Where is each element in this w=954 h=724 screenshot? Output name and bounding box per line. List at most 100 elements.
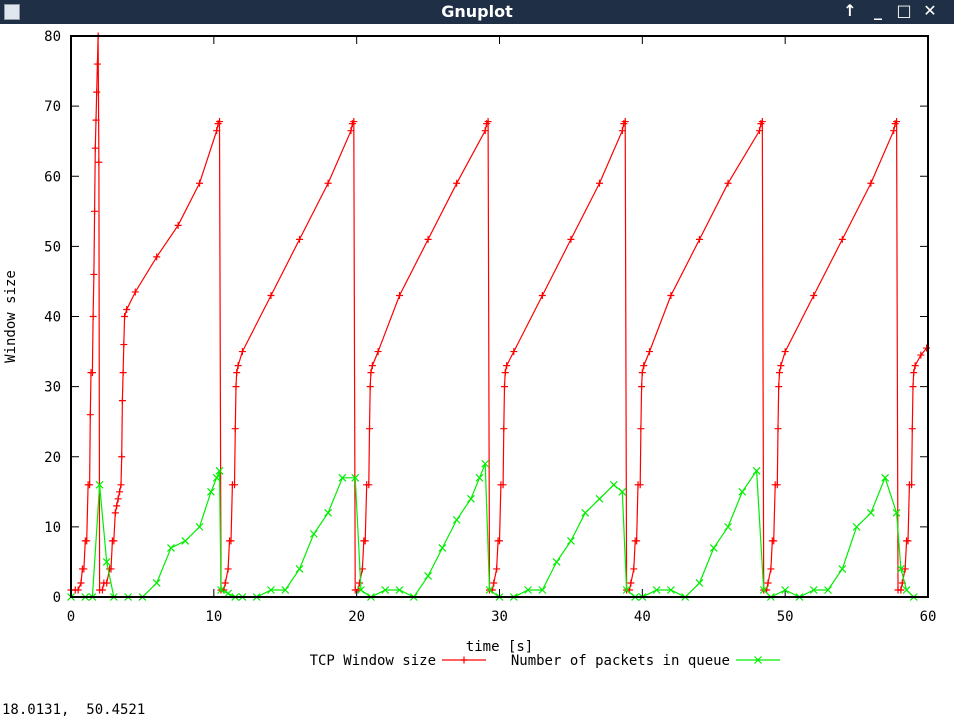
data-point-cross	[896, 565, 905, 573]
data-point-plus	[231, 481, 239, 489]
data-point-plus	[131, 288, 139, 296]
x-tick-label: 40	[634, 609, 651, 625]
data-point-plus	[83, 537, 91, 545]
y-tick-label: 0	[53, 590, 61, 606]
series-layer	[67, 32, 931, 601]
series-1	[67, 459, 918, 601]
data-point-plus	[74, 586, 82, 594]
data-point-cross	[759, 586, 768, 594]
data-point-cross	[452, 515, 461, 524]
raise-window-button[interactable]: ↑	[843, 1, 857, 20]
data-point-plus	[638, 369, 646, 377]
data-point-cross	[595, 494, 604, 503]
data-point-plus	[113, 502, 121, 510]
plot-canvas[interactable]: 0 10 20 30 40 50 60 0 10 20 30 40 50 60 70 80 time [s] …	[0, 24, 954, 700]
data-point-cross	[438, 543, 447, 552]
data-point-plus	[897, 586, 905, 594]
data-point-plus	[374, 348, 382, 356]
data-point-plus	[234, 362, 242, 370]
data-point-cross	[652, 586, 661, 594]
data-point-cross	[838, 565, 847, 573]
data-point-cross	[351, 473, 360, 482]
data-point-plus	[775, 383, 783, 391]
minimize-button[interactable]: _	[874, 1, 882, 20]
window-titlebar[interactable]: Gnuplot ↑ _ □ ✕	[0, 0, 954, 24]
data-point-plus	[296, 235, 304, 243]
data-point-plus	[117, 481, 125, 489]
data-point-cross	[618, 487, 627, 496]
data-point-plus	[618, 127, 626, 135]
data-point-plus	[227, 537, 235, 545]
data-point-cross	[357, 586, 365, 594]
data-point-cross	[709, 543, 718, 552]
x-tick-label: 60	[920, 609, 937, 625]
x-axis-label: time [s]	[466, 639, 533, 655]
data-point-plus	[501, 369, 509, 377]
y-tick-label: 40	[44, 310, 61, 326]
data-point-plus	[908, 425, 916, 433]
data-point-plus	[88, 369, 96, 377]
data-point-plus	[460, 656, 468, 664]
data-point-plus	[153, 253, 161, 261]
data-point-plus	[91, 207, 99, 215]
data-point-plus	[770, 537, 778, 545]
data-point-plus	[231, 425, 239, 433]
data-point-cross	[207, 487, 215, 496]
data-point-cross	[102, 558, 111, 566]
data-point-plus	[645, 348, 653, 356]
data-point-cross	[485, 586, 494, 594]
data-point-cross	[424, 572, 433, 580]
data-point-cross	[866, 508, 875, 517]
data-point-plus	[92, 116, 100, 124]
series-line	[71, 463, 915, 598]
data-point-cross	[902, 586, 911, 594]
data-point-cross	[167, 543, 175, 552]
data-point-plus	[120, 341, 128, 349]
data-point-cross	[295, 565, 304, 573]
data-point-plus	[118, 453, 126, 461]
data-point-plus	[95, 158, 103, 166]
data-point-plus	[595, 179, 603, 187]
data-point-cross	[724, 522, 732, 531]
data-point-cross	[224, 589, 233, 598]
data-point-plus	[499, 481, 507, 489]
close-button[interactable]: ✕	[923, 1, 937, 20]
data-point-plus	[110, 537, 118, 545]
data-point-plus	[758, 118, 766, 126]
data-point-cross	[181, 536, 190, 545]
data-point-cross	[267, 586, 275, 594]
data-point-plus	[755, 127, 763, 135]
data-point-plus	[637, 425, 645, 433]
data-point-plus	[114, 495, 122, 503]
data-point-cross	[309, 529, 318, 538]
data-point-cross	[695, 579, 704, 587]
legend-label: Number of packets in queue	[511, 653, 730, 669]
data-point-plus	[890, 127, 898, 135]
data-point-plus	[86, 411, 94, 419]
data-point-cross	[622, 586, 631, 594]
data-point-cross	[475, 473, 484, 482]
data-point-plus	[773, 481, 781, 489]
data-point-cross	[552, 558, 561, 566]
data-point-plus	[116, 488, 124, 496]
data-point-cross	[892, 508, 901, 517]
data-point-plus	[367, 369, 375, 377]
maximize-button[interactable]: □	[896, 1, 912, 20]
data-point-cross	[666, 586, 675, 594]
legend-label: TCP Window size	[310, 653, 436, 669]
series-line	[71, 35, 928, 591]
data-point-plus	[774, 425, 782, 433]
plot-frame	[70, 35, 929, 598]
data-point-plus	[484, 118, 492, 126]
data-point-cross	[781, 586, 790, 594]
data-point-plus	[233, 369, 241, 377]
data-point-cross	[152, 579, 161, 587]
data-point-cross	[195, 522, 204, 531]
data-point-cross	[852, 522, 861, 531]
window-menu-icon[interactable]	[4, 4, 20, 20]
x-tick-label: 10	[205, 609, 222, 625]
data-point-cross	[381, 586, 390, 594]
data-point-plus	[490, 579, 498, 587]
data-point-plus	[93, 60, 101, 68]
data-point-plus	[893, 118, 901, 126]
